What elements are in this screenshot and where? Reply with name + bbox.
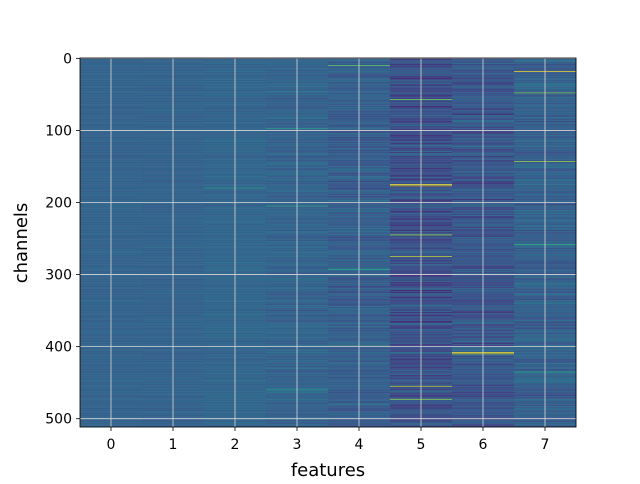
- x-tick-label: 7: [541, 437, 550, 453]
- x-axis-ticks: 0 1 2 3 4 5 6 7: [107, 427, 550, 453]
- x-tick-label: 3: [293, 437, 302, 453]
- y-tick-label: 400: [45, 340, 72, 356]
- y-tick-label: 100: [45, 123, 72, 139]
- y-axis-label: channels: [11, 203, 32, 284]
- x-tick-label: 5: [417, 437, 426, 453]
- y-tick-label: 0: [63, 51, 72, 67]
- axes-frame: [79, 57, 577, 428]
- y-tick-label: 300: [45, 268, 72, 284]
- x-tick-label: 6: [479, 437, 488, 453]
- x-axis-label: features: [291, 460, 365, 480]
- y-axis-ticks: 0 100 200 300 400 500: [45, 51, 80, 428]
- x-tick-label: 4: [355, 437, 364, 453]
- heatmap-cells: [80, 58, 577, 428]
- x-tick-label: 0: [107, 437, 116, 453]
- y-tick-label: 500: [45, 412, 72, 428]
- x-tick-label: 2: [231, 437, 240, 453]
- x-tick-label: 1: [169, 437, 178, 453]
- grid-lines: [80, 57, 576, 427]
- y-tick-label: 200: [45, 196, 72, 212]
